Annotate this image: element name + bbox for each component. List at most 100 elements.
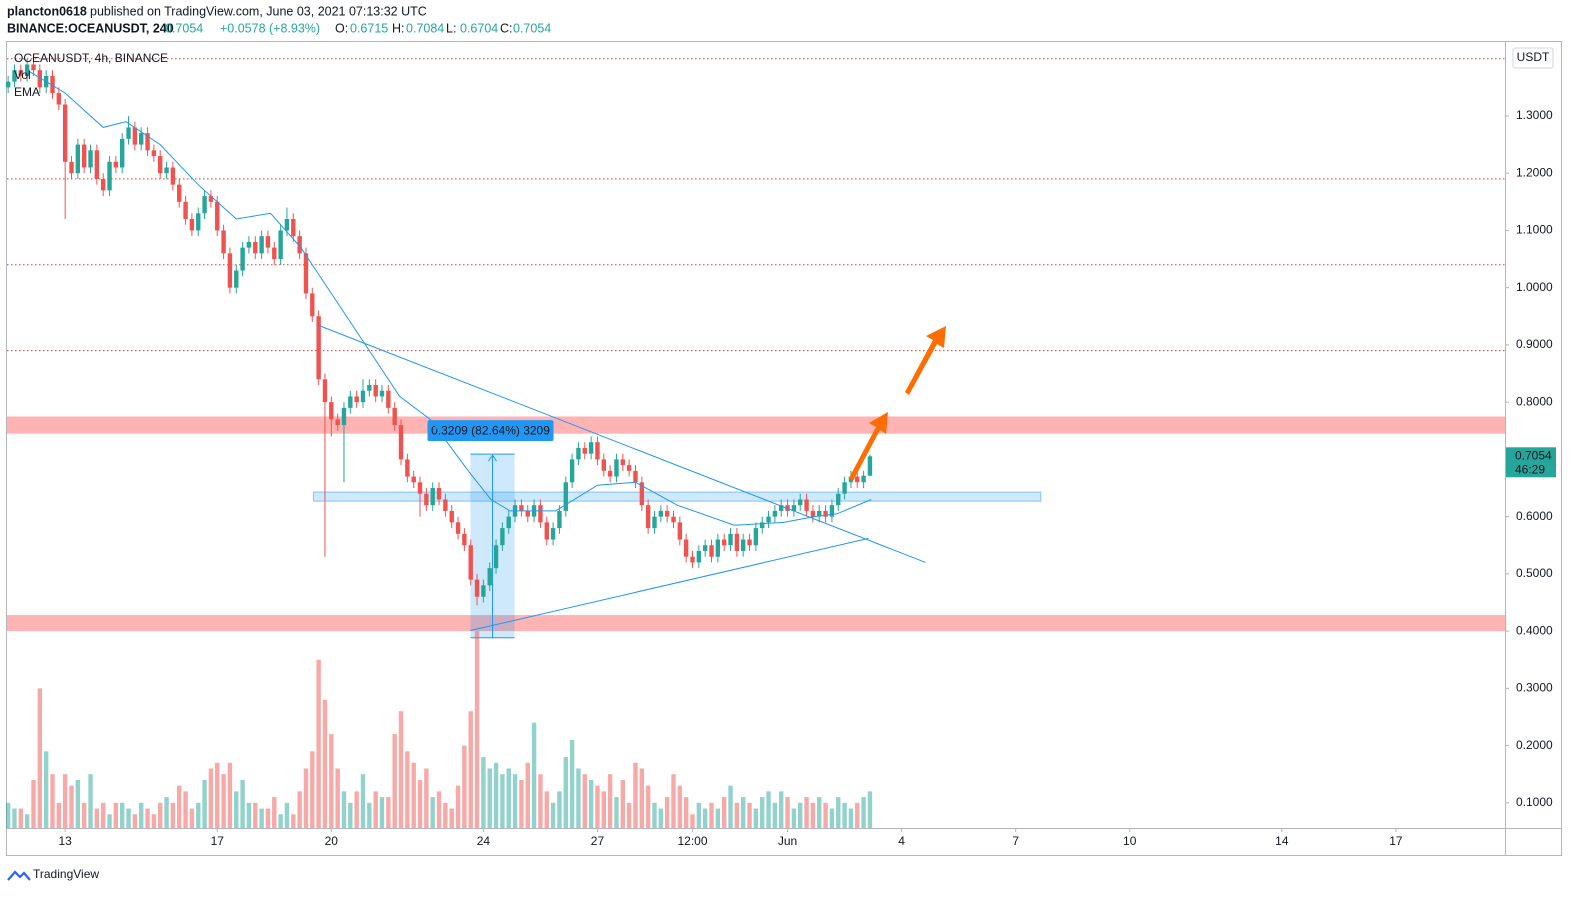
trendline — [470, 537, 869, 632]
candle-body — [772, 510, 778, 517]
volume-bar — [696, 802, 702, 828]
candle-body — [633, 470, 638, 483]
volume-bar — [126, 808, 131, 828]
volume-bar — [189, 808, 195, 828]
volume-bar — [379, 797, 385, 828]
volume-bar — [728, 785, 733, 828]
volume-bar — [303, 768, 309, 828]
candle-body — [240, 247, 245, 271]
candle-body — [335, 419, 340, 426]
candle-body — [468, 545, 473, 580]
volume-bar — [278, 814, 283, 828]
volume-bar — [557, 791, 562, 828]
volume-bar — [297, 791, 302, 828]
candle-body — [291, 219, 296, 237]
volume-bar — [493, 762, 499, 828]
y-tick-label: 0.4000 — [1516, 623, 1553, 637]
measure-arrow-head — [488, 454, 497, 462]
candle-body — [234, 270, 239, 288]
volume-bar — [259, 808, 264, 828]
candle-body — [867, 456, 873, 476]
volume-bar — [531, 722, 537, 828]
candle-body — [215, 201, 220, 231]
volume-bar — [329, 734, 334, 828]
candle-body — [620, 459, 626, 466]
volume-bar — [804, 797, 809, 828]
volume-bar — [607, 774, 613, 828]
volume-bar — [177, 785, 182, 828]
y-tick-label: 1.0000 — [1516, 280, 1553, 294]
y-tick-label: 0.8000 — [1516, 394, 1553, 408]
candle-body — [5, 81, 11, 88]
candle-body — [88, 150, 93, 168]
candle-body — [411, 476, 416, 483]
volume-bar — [360, 774, 366, 828]
h-label: H: — [392, 21, 405, 35]
volume-bar — [500, 774, 505, 828]
candle-body — [183, 201, 188, 219]
volume-bar — [645, 785, 651, 828]
candle-body — [310, 293, 315, 317]
candle-body — [259, 236, 264, 254]
candle-body — [671, 516, 676, 523]
candle-body — [493, 545, 499, 569]
volume-bar — [734, 802, 740, 828]
volume-bar — [43, 751, 49, 828]
candle-body — [120, 138, 125, 168]
volume-bar — [69, 785, 74, 828]
y-tick-label: 0.5000 — [1516, 566, 1553, 580]
volume-bar — [823, 802, 828, 828]
candle-body — [557, 510, 562, 529]
volume-bar — [462, 745, 467, 828]
volume-bar — [227, 762, 233, 828]
volume-bar — [550, 802, 556, 828]
candle-body — [766, 516, 771, 523]
x-tick-label: Jun — [778, 834, 797, 848]
candle-body — [100, 178, 106, 191]
candle-body — [804, 499, 809, 511]
candle-body — [658, 510, 664, 517]
volume-bar — [487, 768, 492, 828]
candle-body — [519, 505, 524, 511]
volume-bar — [620, 779, 626, 828]
candle-body — [639, 482, 645, 506]
candle-body — [69, 161, 74, 174]
volume-bar — [411, 762, 416, 828]
candle-body — [392, 407, 397, 426]
o-label: O: — [335, 21, 348, 35]
candle-body — [810, 510, 816, 517]
candle-body — [367, 384, 372, 391]
trendline — [317, 324, 926, 563]
candle-body — [18, 70, 24, 76]
candle-body — [544, 522, 549, 540]
volume-bar — [202, 779, 207, 828]
volume-bar — [715, 808, 721, 828]
candle-body — [481, 585, 486, 597]
volume-bar — [569, 739, 575, 828]
x-tick-label: 20 — [325, 834, 339, 848]
candle-body — [202, 196, 207, 214]
volume-bar — [107, 814, 112, 828]
author: plancton0618 — [7, 4, 87, 18]
candle-body — [24, 64, 30, 76]
candle-body — [506, 516, 511, 529]
candle-body — [424, 493, 429, 506]
candle-body — [595, 442, 600, 460]
candle-body — [759, 522, 765, 529]
volume-bar — [316, 659, 321, 828]
ema-line — [26, 69, 872, 526]
c-value: 0.7054 — [513, 21, 551, 35]
symbol: BINANCE:OCEANUSDT, 240 — [7, 21, 174, 35]
volume-bar — [481, 757, 486, 828]
candle-body — [728, 533, 733, 546]
candle-body — [842, 482, 847, 494]
logo-icon — [7, 870, 31, 881]
volume-bar — [658, 808, 664, 828]
volume-bar — [392, 734, 397, 828]
volume-bar — [544, 791, 549, 828]
footer-logo[interactable]: TradingView — [33, 867, 99, 881]
candle-body — [405, 459, 410, 477]
x-tick-label: 27 — [591, 834, 605, 848]
countdown: 46:29 — [1515, 462, 1545, 476]
volume-bar — [430, 797, 435, 828]
